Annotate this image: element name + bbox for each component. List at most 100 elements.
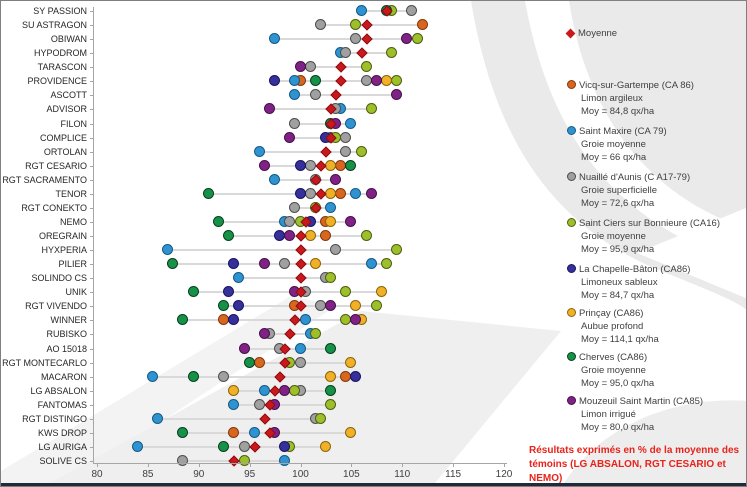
dot-nuaille (253, 398, 265, 410)
dot-nuaille (340, 47, 352, 59)
dot-stciers (238, 455, 250, 466)
mean-diamond (274, 370, 286, 383)
x-axis-tick (300, 463, 302, 467)
dot-maxire (350, 187, 362, 199)
dot-mouzeuil (284, 131, 296, 143)
mean-diamond (228, 455, 241, 467)
legend-label: Mouzeuil Saint Martin (CA85) (579, 396, 704, 407)
x-axis-tick (402, 463, 404, 467)
y-axis-tick (90, 404, 94, 406)
row-range-line (158, 417, 321, 420)
variety-label: RGT MONTECARLO (2, 357, 87, 368)
dot-vicq (228, 426, 240, 438)
y-axis-tick (90, 179, 94, 181)
mean-diamond (360, 19, 373, 31)
dot-maxire (162, 244, 174, 256)
mean-diamond (289, 314, 302, 327)
dot-cherves (202, 187, 214, 199)
mean-diamond (360, 33, 373, 45)
dot-nuaille (177, 455, 189, 466)
variety-label: SY PASSION (33, 6, 87, 16)
y-axis-tick (90, 221, 94, 223)
dot-mouzeuil (284, 230, 296, 241)
legend-sub-label: Moy = 66 qx/ha (581, 152, 647, 163)
dot-maxire (269, 33, 281, 45)
dot-nuaille (314, 19, 326, 31)
dot-stciers (386, 47, 398, 59)
dot-stciers (391, 75, 403, 87)
dot-stciers (325, 272, 337, 284)
legend-sub-label: Groie moyenne (581, 365, 646, 376)
x-axis-label: 105 (343, 469, 360, 480)
dot-mouzeuil (350, 314, 362, 326)
dot-cherves (187, 370, 199, 382)
variety-label: COMPLICE (39, 132, 87, 143)
dot-nuaille (350, 33, 362, 45)
x-axis-line (93, 463, 507, 464)
legend-marker-vicq (567, 80, 576, 89)
legend-sub-label: Moy = 114,1 qx/ha (581, 334, 659, 345)
legend-sub-label: Limoneux sableux (581, 277, 658, 288)
dot-maxire (294, 342, 306, 354)
legend-label: Cherves (CA86) (579, 352, 648, 363)
y-axis-line (93, 7, 94, 464)
variety-label: WINNER (50, 315, 88, 326)
y-axis-tick (90, 67, 94, 69)
dot-stciers (391, 244, 403, 256)
dot-nuaille (289, 201, 301, 213)
x-axis-label: 90 (193, 469, 205, 480)
dot-mouzeuil (258, 159, 270, 171)
legend-marker-maxire (567, 126, 576, 135)
legend-sub-label: Aubue profond (581, 321, 644, 332)
variety-label: SU ASTRAGON (21, 20, 87, 31)
mean-diamond (320, 145, 332, 158)
dot-cherves (177, 314, 189, 326)
variety-label: HYXPERIA (41, 245, 87, 256)
dot-chapelle (294, 187, 306, 199)
variety-label: OREGRAIN (38, 231, 87, 241)
mean-diamond (294, 258, 307, 270)
dot-nuaille (406, 5, 418, 16)
variety-label: RGT CONEKTO (21, 202, 87, 213)
legend-sub-label: Limon irrigué (581, 409, 636, 420)
legend-item-chapelle: La Chapelle-Bâton (CA86) Limoneux sableux… (567, 263, 690, 302)
dot-chapelle (294, 159, 306, 171)
dot-maxire (289, 75, 301, 87)
row-range-line (300, 66, 367, 69)
y-axis-tick (90, 278, 94, 280)
row-range-line (234, 403, 332, 406)
y-axis-tick (90, 264, 94, 266)
legend-label: Nuaillé d'Aunis (C A17-79) (579, 172, 691, 183)
legend-marker-stciers (567, 218, 576, 227)
dot-cherves (177, 426, 189, 438)
dot-cherves (167, 258, 179, 270)
variety-label: HYPODROM (33, 48, 87, 59)
row-range-line (275, 178, 337, 181)
x-axis-tick (504, 463, 505, 467)
y-axis-tick (90, 123, 94, 125)
mean-diamond (330, 89, 342, 102)
legend-marker-mouzeuil (567, 396, 576, 405)
legend-item-maxire: Saint Maxire (CA 79) Groie moyenne Moy = 6… (567, 125, 667, 164)
x-axis-label: 110 (394, 469, 411, 480)
variety-label: UNIK (65, 287, 87, 298)
y-axis-tick (90, 348, 94, 350)
legend-item-nuaille: Nuaillé d'Aunis (C A17-79) Groie superfic… (567, 171, 690, 210)
dot-princay (380, 75, 392, 87)
legend-marker-cherves (567, 352, 576, 361)
dot-maxire (233, 272, 245, 284)
dot-nuaille (340, 131, 352, 143)
dot-nuaille (284, 215, 296, 227)
dot-cherves (243, 356, 255, 368)
dot-vicq (416, 19, 428, 31)
dot-princay (345, 426, 357, 438)
x-axis-tick (147, 463, 149, 467)
dot-chapelle (228, 258, 240, 270)
dot-nuaille (360, 75, 372, 87)
y-axis-tick (90, 306, 94, 308)
legend-marker-princay (567, 308, 576, 317)
y-axis-tick (90, 11, 94, 12)
dot-nuaille (238, 440, 250, 452)
dot-stciers (380, 258, 392, 270)
